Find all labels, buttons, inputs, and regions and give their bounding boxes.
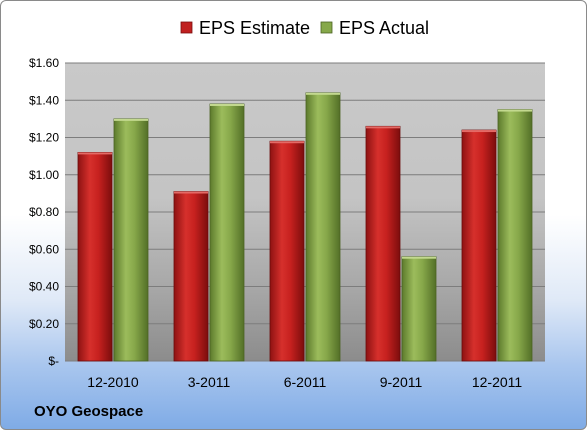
y-tick-label: $0.60	[29, 242, 59, 256]
y-tick-label: $0.20	[29, 317, 59, 331]
y-tick-label: $1.40	[29, 93, 59, 107]
bar-cap	[462, 130, 496, 133]
y-tick-label: $1.00	[29, 168, 59, 182]
bar-actual-6-2011	[305, 92, 341, 362]
legend-swatch-estimate	[180, 21, 193, 34]
bar-cap	[210, 103, 244, 106]
bar-estimate-12-2010	[77, 151, 113, 362]
x-tick-label: 3-2011	[188, 374, 231, 390]
bar-estimate-9-2011	[365, 125, 401, 362]
bar-cap	[498, 109, 532, 112]
bar-estimate-3-2011	[173, 191, 209, 362]
y-tick-label: $0.40	[29, 280, 59, 294]
x-tick-label: 6-2011	[284, 374, 327, 390]
y-tick-label: $1.60	[29, 56, 59, 70]
x-tick-label: 12-2010	[87, 374, 139, 390]
company-name: OYO Geospace	[34, 403, 144, 420]
y-tick-label: $1.20	[29, 131, 59, 145]
bar-actual-9-2011	[401, 256, 437, 362]
legend-label-estimate: EPS Estimate	[199, 18, 310, 38]
bar-cap	[174, 191, 208, 194]
bar-cap	[114, 118, 148, 121]
bar-cap	[306, 92, 340, 95]
bar-actual-12-2011	[497, 109, 533, 362]
x-tick-label: 12-2011	[472, 374, 523, 390]
bar-actual-12-2010	[113, 118, 149, 362]
legend-label-actual: EPS Actual	[339, 18, 429, 38]
y-tick-label: $0.80	[29, 205, 59, 219]
bar-cap	[402, 256, 436, 259]
y-tick-label: $-	[48, 354, 59, 368]
legend-swatch-actual	[320, 21, 333, 34]
bar-cap	[270, 141, 304, 144]
bar-actual-3-2011	[209, 103, 245, 362]
bar-estimate-6-2011	[269, 140, 305, 362]
x-tick-label: 9-2011	[380, 374, 423, 390]
bar-estimate-12-2011	[461, 129, 497, 362]
bar-cap	[78, 152, 112, 155]
bar-cap	[366, 126, 400, 129]
